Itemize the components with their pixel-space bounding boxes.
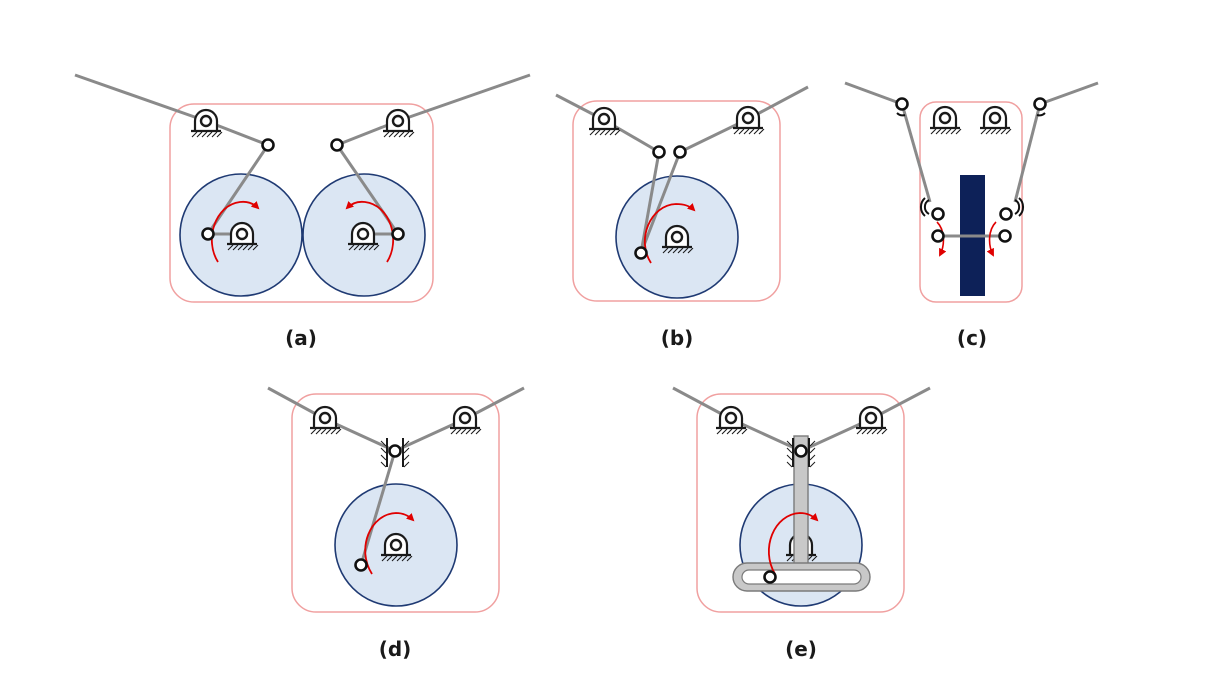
panel-c <box>844 81 1099 303</box>
connecting-rod <box>206 144 270 235</box>
pin-joint-icon <box>999 207 1013 221</box>
swing-joint-icon <box>923 199 930 215</box>
swing-joint-icon <box>1036 112 1046 117</box>
connecting-rod <box>359 450 397 566</box>
caption-d: (d) <box>378 637 412 661</box>
hanger-link <box>1013 103 1042 203</box>
pivot-support-icon <box>381 108 416 139</box>
swing-joint-icon <box>1018 197 1025 217</box>
pin-joint-icon <box>1033 97 1047 111</box>
pivot-support-icon <box>928 105 963 136</box>
pin-joint-icon <box>794 444 808 458</box>
pivot-support-icon <box>448 405 483 436</box>
panel-e <box>672 386 931 613</box>
swing-joint-icon <box>896 112 906 117</box>
pin-joint-icon <box>931 207 945 221</box>
hanger-link <box>900 103 932 203</box>
pin-joint-icon <box>330 138 344 152</box>
caption-a: (a) <box>285 326 317 350</box>
pin-joint-icon <box>634 246 648 260</box>
input-link <box>397 73 531 123</box>
panel-frame <box>169 103 434 303</box>
pivot-support-icon <box>731 105 766 136</box>
caption-e: (e) <box>785 637 817 661</box>
panel-a <box>74 73 531 303</box>
rotation-arrow-icon <box>210 200 260 263</box>
input-link <box>1039 81 1099 106</box>
rotation-arrow-icon <box>986 221 997 257</box>
pin-joint-icon <box>388 444 402 458</box>
rotation-arrow-icon <box>643 202 696 264</box>
pin-joint-icon <box>261 138 275 152</box>
pivot-support-icon <box>189 108 224 139</box>
panel-b <box>555 85 809 302</box>
pivot-support-icon <box>978 105 1013 136</box>
rotation-arrow-icon <box>364 512 415 575</box>
panel-frame <box>572 100 781 302</box>
connecting-rod <box>639 151 682 254</box>
panel-d <box>267 386 525 613</box>
pivot-support-icon <box>587 106 622 137</box>
panel-frame <box>291 393 500 613</box>
panel-frame <box>696 393 905 613</box>
caption-b: (b) <box>660 326 694 350</box>
rotation-arrow-icon <box>345 200 395 263</box>
input-link <box>74 73 207 123</box>
pin-joint-icon <box>763 570 777 584</box>
yoke-slot <box>741 569 862 585</box>
caption-c: (c) <box>956 326 988 350</box>
pin-joint-icon <box>998 229 1012 243</box>
rotation-arrow-icon <box>767 512 819 575</box>
pivot-support-icon <box>854 405 889 436</box>
pin-joint-icon <box>354 558 368 572</box>
pin-joint-icon <box>895 97 909 111</box>
pin-joint-icon <box>931 229 945 243</box>
pin-joint-icon <box>652 145 666 159</box>
input-link <box>844 81 903 106</box>
swing-joint-icon <box>919 197 926 217</box>
pivot-support-icon <box>308 405 343 436</box>
swing-joint-icon <box>1014 199 1021 215</box>
pin-joint-icon <box>391 227 405 241</box>
pin-joint-icon <box>201 227 215 241</box>
connecting-rod <box>639 151 661 254</box>
pin-joint-icon <box>673 145 687 159</box>
pivot-support-icon <box>714 405 749 436</box>
